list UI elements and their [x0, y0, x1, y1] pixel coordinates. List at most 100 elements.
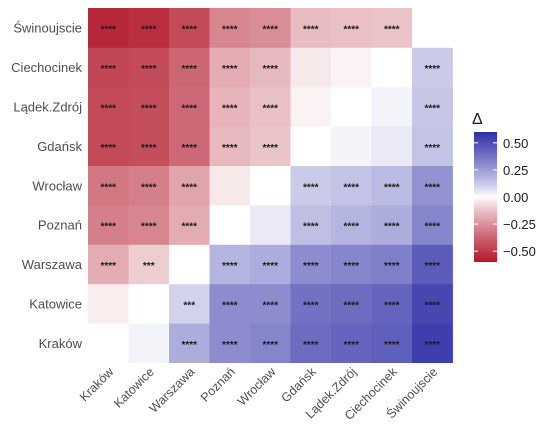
- significance-label: ****: [384, 261, 400, 272]
- significance-label: ****: [222, 64, 238, 75]
- y-axis: Kraków Katowice Warszawa Poznań Wrocław Gdańs…: [11, 21, 83, 351]
- heatmap-cell: [371, 86, 413, 127]
- heatmap-cell: [331, 323, 372, 363]
- significance-label: ****: [303, 340, 319, 351]
- heatmap-cell: [169, 126, 210, 166]
- x-tick-label: Wrocław: [235, 364, 279, 408]
- significance-label: ***: [183, 301, 195, 312]
- heatmap-cell: [209, 126, 251, 166]
- heatmap-cell: [128, 47, 170, 88]
- heatmap-cell: [250, 323, 291, 363]
- heatmap-cell: [290, 8, 332, 48]
- significance-label: ****: [384, 222, 400, 233]
- y-tick-label: Świnoujscie: [13, 21, 82, 36]
- significance-label: ****: [343, 222, 359, 233]
- significance-label: ****: [303, 182, 319, 193]
- heatmap-cell: [412, 126, 453, 166]
- significance-label: ****: [141, 182, 157, 193]
- heatmap-cell: [128, 86, 170, 127]
- significance-label: ****: [141, 25, 157, 36]
- significance-label: ****: [141, 222, 157, 233]
- y-tick-label: Warszawa: [22, 257, 83, 272]
- heatmap-cell: [209, 8, 251, 48]
- heatmap-cell: [250, 47, 291, 88]
- significance-label: ****: [303, 261, 319, 272]
- significance-label: ****: [424, 64, 440, 75]
- heatmap-cell: [371, 165, 413, 206]
- heatmap-cell: [371, 47, 413, 88]
- significance-label: ****: [303, 25, 319, 36]
- heatmap-cell: [169, 205, 210, 245]
- significance-label: ****: [100, 64, 116, 75]
- significance-label: ****: [100, 25, 116, 36]
- x-tick-label: Poznań: [198, 365, 238, 405]
- heatmap-cell: [250, 126, 291, 166]
- significance-label: ****: [303, 301, 319, 312]
- significance-label: ****: [424, 104, 440, 115]
- significance-label: ****: [384, 301, 400, 312]
- significance-label: ****: [262, 301, 278, 312]
- color-legend: Δ 0.50 0.25 0.00 −0.25 −0.50: [472, 111, 536, 262]
- significance-label: ****: [262, 64, 278, 75]
- x-tick-label: Gdańsk: [278, 364, 319, 405]
- heatmap-cell: [331, 8, 372, 48]
- heatmap-cell: [331, 86, 372, 127]
- significance-label: ***: [143, 261, 155, 272]
- legend-ticks: 0.50 0.25 0.00 −0.25 −0.50: [474, 136, 536, 259]
- significance-label: ****: [181, 25, 197, 36]
- heatmap-cell: [412, 165, 453, 206]
- significance-label: ****: [222, 301, 238, 312]
- heatmap-cell: [88, 205, 129, 245]
- significance-label: ****: [222, 25, 238, 36]
- heatmap-cell: [331, 283, 372, 324]
- heatmap-cell: [128, 283, 170, 324]
- heatmap-cell: [290, 47, 332, 88]
- significance-label: ****: [141, 143, 157, 154]
- heatmap-cell: [412, 323, 453, 363]
- heatmap-cell: [371, 244, 413, 285]
- heatmap-cell: [209, 86, 251, 127]
- heatmap-cell: [412, 205, 453, 245]
- heatmap-cell: [412, 8, 453, 48]
- y-tick-label: Poznań: [38, 218, 82, 233]
- heatmap-cell: [209, 283, 251, 324]
- significance-label: ****: [343, 25, 359, 36]
- heatmap-cell: [169, 8, 210, 48]
- significance-label: ****: [222, 340, 238, 351]
- significance-label: ****: [181, 222, 197, 233]
- significance-label: ****: [222, 104, 238, 115]
- heatmap-cell: [412, 86, 453, 127]
- significance-label: ****: [424, 182, 440, 193]
- significance-label: ****: [141, 64, 157, 75]
- heatmap-cell: [88, 126, 129, 166]
- significance-label: ****: [262, 25, 278, 36]
- heatmap-cell: [128, 8, 170, 48]
- x-tick-label: Kraków: [77, 364, 117, 404]
- heatmap-cell: [290, 244, 332, 285]
- heatmap-cell: [128, 126, 170, 166]
- y-tick-label: Lądek.Zdrój: [13, 100, 82, 115]
- heatmap-cell: [209, 47, 251, 88]
- significance-label: ****: [100, 261, 116, 272]
- significance-label: ****: [262, 143, 278, 154]
- significance-label: ****: [424, 340, 440, 351]
- y-tick-label: Ciechocinek: [11, 60, 82, 75]
- heatmap-cells: [88, 8, 453, 363]
- heatmap-cell: [412, 283, 453, 324]
- heatmap-cell: [88, 86, 129, 127]
- heatmap-cell: [128, 205, 170, 245]
- heatmap-cell: [250, 283, 291, 324]
- y-tick-label: Kraków: [39, 336, 83, 351]
- heatmap-cell: [250, 8, 291, 48]
- heatmap-cell: [128, 323, 170, 363]
- legend-title: Δ: [472, 111, 483, 128]
- heatmap-cell: [169, 47, 210, 88]
- significance-label: ****: [303, 222, 319, 233]
- heatmap-cell: [371, 283, 413, 324]
- heatmap-cell: [88, 323, 129, 363]
- heatmap-cell: [331, 126, 372, 166]
- heatmap-cell: [290, 283, 332, 324]
- heatmap-cell: [169, 323, 210, 363]
